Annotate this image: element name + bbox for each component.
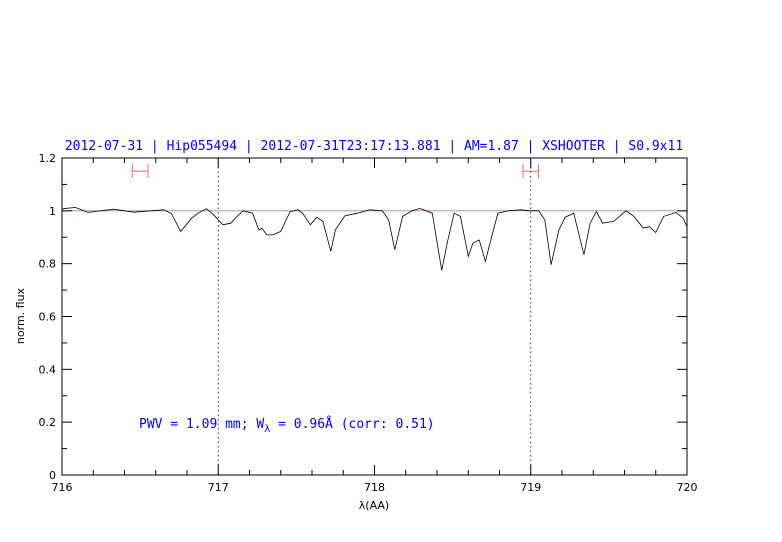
pwv-annotation: PWV = 1.09 mm; Wλ = 0.96Å (corr: 0.51) [139, 416, 435, 435]
y-tick-label: 0.2 [39, 416, 57, 429]
y-tick-label: 0.8 [39, 258, 57, 271]
spectrum-line [61, 206, 688, 271]
x-tick-label: 718 [364, 481, 385, 494]
x-tick-label: 720 [677, 481, 698, 494]
annotation-suffix: = 0.96Å (corr: 0.51) [270, 416, 434, 432]
x-tick-label: 719 [520, 481, 541, 494]
plot-frame [61, 157, 688, 476]
y-tick-label: 0.4 [39, 363, 57, 376]
x-tick-label: 716 [52, 481, 73, 494]
y-tick-label: 1 [49, 205, 56, 218]
x-tick-label: 717 [208, 481, 229, 494]
chart-title: 2012-07-31 | Hip055494 | 2012-07-31T23:1… [65, 139, 683, 154]
annotation-prefix: PWV = 1.09 mm; W [139, 417, 264, 432]
y-tick-label: 1.2 [39, 152, 57, 165]
x-axis-label: λ(AA) [359, 499, 389, 512]
y-tick-label: 0.6 [39, 311, 57, 324]
annotation-subscript: λ [264, 424, 270, 435]
y-tick-label: 0 [49, 469, 56, 482]
y-axis-label: norm. flux [14, 287, 27, 344]
